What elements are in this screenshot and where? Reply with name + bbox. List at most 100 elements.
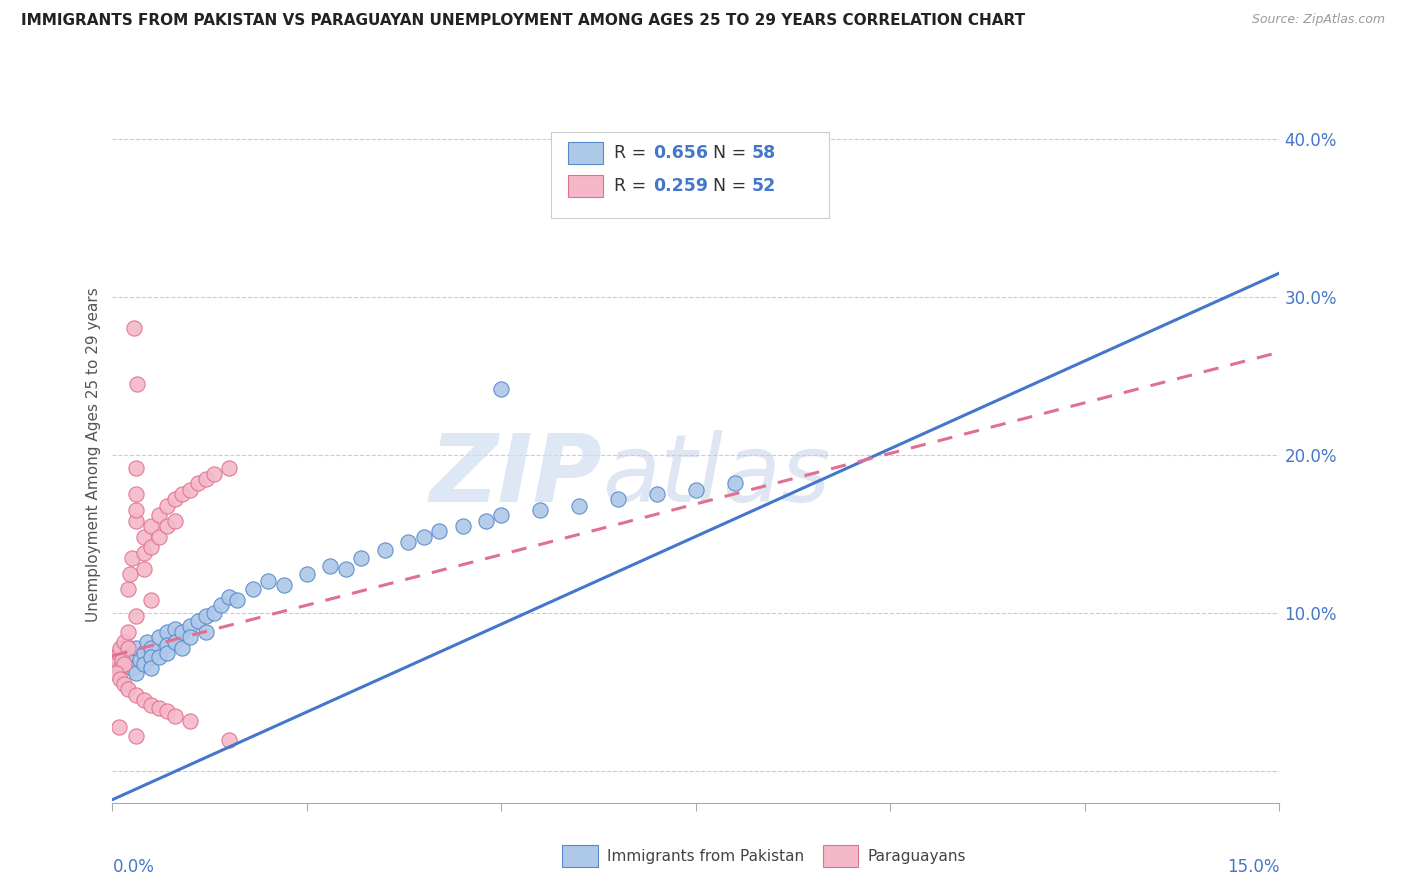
Point bbox=[110, 673, 132, 687]
Point bbox=[202, 467, 225, 481]
Point bbox=[172, 625, 194, 640]
Point bbox=[163, 492, 186, 507]
Point bbox=[273, 577, 295, 591]
Point bbox=[115, 646, 138, 660]
Point bbox=[141, 650, 163, 665]
Point bbox=[148, 630, 170, 644]
Point bbox=[187, 476, 209, 491]
Point bbox=[117, 681, 139, 696]
Point bbox=[110, 661, 132, 675]
Point bbox=[117, 582, 139, 597]
Point bbox=[141, 519, 163, 533]
Point bbox=[156, 519, 179, 533]
Point bbox=[122, 321, 145, 335]
FancyBboxPatch shape bbox=[551, 132, 830, 218]
Text: N =: N = bbox=[713, 144, 752, 162]
Point bbox=[107, 646, 129, 660]
Text: R =: R = bbox=[614, 178, 652, 195]
Point bbox=[163, 708, 186, 723]
Point bbox=[529, 503, 551, 517]
Text: R =: R = bbox=[614, 144, 652, 162]
Point bbox=[427, 524, 450, 538]
Point bbox=[451, 519, 474, 533]
Point bbox=[125, 609, 148, 624]
Point bbox=[127, 376, 149, 391]
Point bbox=[121, 550, 143, 565]
Text: 52: 52 bbox=[752, 178, 776, 195]
Point bbox=[110, 657, 132, 671]
Point bbox=[141, 593, 163, 607]
Point bbox=[132, 530, 155, 544]
Point bbox=[112, 657, 135, 671]
Point bbox=[107, 661, 129, 675]
Point bbox=[163, 634, 186, 648]
Point bbox=[141, 540, 163, 554]
Point bbox=[148, 701, 170, 715]
Point bbox=[156, 499, 179, 513]
Point bbox=[125, 688, 148, 702]
Point bbox=[194, 625, 217, 640]
Text: 0.259: 0.259 bbox=[652, 178, 707, 195]
Point bbox=[156, 625, 179, 640]
Point bbox=[491, 508, 513, 522]
Point bbox=[194, 472, 217, 486]
Point bbox=[172, 640, 194, 655]
Point bbox=[179, 714, 201, 728]
FancyBboxPatch shape bbox=[568, 142, 603, 164]
Point bbox=[179, 483, 201, 497]
Text: IMMIGRANTS FROM PAKISTAN VS PARAGUAYAN UNEMPLOYMENT AMONG AGES 25 TO 29 YEARS CO: IMMIGRANTS FROM PAKISTAN VS PARAGUAYAN U… bbox=[21, 13, 1025, 29]
Point bbox=[118, 648, 141, 663]
Point bbox=[163, 514, 186, 528]
Point bbox=[172, 487, 194, 501]
Text: atlas: atlas bbox=[603, 430, 831, 521]
Point bbox=[107, 720, 129, 734]
Point bbox=[257, 574, 280, 589]
Point bbox=[396, 534, 419, 549]
Point bbox=[125, 460, 148, 475]
Point bbox=[148, 508, 170, 522]
Point bbox=[607, 198, 630, 212]
Point bbox=[104, 650, 127, 665]
Point bbox=[226, 593, 249, 607]
Point bbox=[685, 483, 707, 497]
Point bbox=[105, 666, 128, 681]
Point bbox=[374, 542, 396, 557]
Point bbox=[128, 653, 150, 667]
Point bbox=[194, 609, 217, 624]
Point bbox=[141, 640, 163, 655]
Text: N =: N = bbox=[713, 178, 752, 195]
Point bbox=[125, 640, 148, 655]
Point bbox=[148, 530, 170, 544]
Point bbox=[141, 661, 163, 675]
Point bbox=[105, 650, 128, 665]
Point bbox=[242, 582, 264, 597]
Text: Source: ZipAtlas.com: Source: ZipAtlas.com bbox=[1251, 13, 1385, 27]
Point bbox=[202, 606, 225, 620]
Point bbox=[125, 487, 148, 501]
Point bbox=[117, 655, 139, 669]
Point bbox=[132, 693, 155, 707]
Point bbox=[136, 634, 159, 648]
FancyBboxPatch shape bbox=[568, 175, 603, 197]
Point bbox=[645, 487, 668, 501]
Point bbox=[125, 503, 148, 517]
Point bbox=[179, 618, 201, 632]
Point bbox=[111, 653, 134, 667]
Point bbox=[141, 698, 163, 712]
Text: Immigrants from Pakistan: Immigrants from Pakistan bbox=[607, 849, 804, 863]
Point bbox=[412, 530, 434, 544]
Point bbox=[724, 476, 747, 491]
Point bbox=[156, 704, 179, 718]
Point bbox=[132, 657, 155, 671]
Point bbox=[132, 546, 155, 560]
Text: 58: 58 bbox=[752, 144, 776, 162]
Point bbox=[110, 640, 132, 655]
Point bbox=[156, 638, 179, 652]
Point bbox=[163, 622, 186, 636]
Point bbox=[350, 550, 373, 565]
Point bbox=[132, 646, 155, 660]
Point bbox=[491, 382, 513, 396]
Point bbox=[117, 640, 139, 655]
Text: 0.0%: 0.0% bbox=[112, 858, 155, 876]
Point bbox=[125, 730, 148, 744]
